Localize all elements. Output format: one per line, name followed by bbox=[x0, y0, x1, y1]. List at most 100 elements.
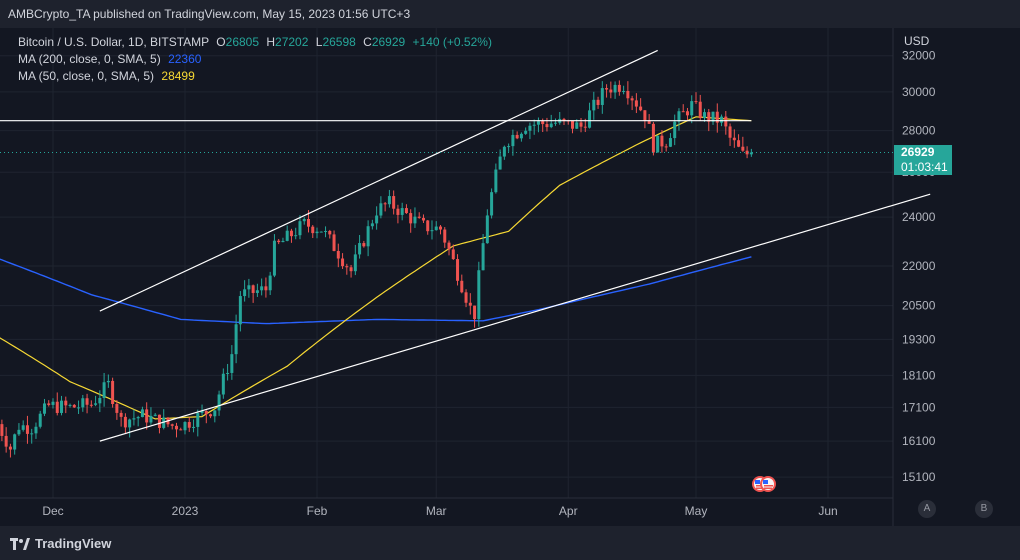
candle-body bbox=[464, 292, 468, 303]
y-tick-label: 22000 bbox=[902, 259, 936, 273]
candle-body bbox=[302, 219, 306, 222]
candle-body bbox=[468, 302, 472, 306]
candle-body bbox=[728, 126, 732, 138]
candle-body bbox=[200, 410, 204, 414]
footer-bar: TradingView bbox=[0, 526, 1020, 560]
candle-body bbox=[536, 121, 540, 125]
candle-body bbox=[596, 99, 600, 105]
symbol-name[interactable]: Bitcoin / U.S. Dollar, 1D, BITSTAMP bbox=[18, 35, 209, 49]
candle-body bbox=[456, 259, 460, 281]
candle-body bbox=[102, 382, 106, 398]
candle-body bbox=[157, 414, 161, 428]
candle-body bbox=[400, 208, 404, 215]
candle-body bbox=[17, 429, 21, 435]
auto-scale-button[interactable]: A bbox=[918, 500, 936, 518]
x-tick-label: Apr bbox=[559, 504, 578, 518]
candle-body bbox=[47, 403, 51, 405]
legend-ma200-row[interactable]: MA (200, close, 0, SMA, 5) 22360 bbox=[18, 51, 492, 68]
price-chart[interactable]: 3200030000280002600024000220002050019300… bbox=[0, 28, 1020, 526]
close-label: C bbox=[363, 35, 372, 49]
candle-body bbox=[707, 112, 711, 122]
candle-body bbox=[243, 289, 247, 297]
y-tick-label: 20500 bbox=[902, 299, 936, 313]
candle-body bbox=[698, 101, 702, 118]
candle-body bbox=[460, 280, 464, 293]
candle-body bbox=[404, 208, 408, 214]
candle-body bbox=[447, 242, 451, 250]
low-label: L bbox=[315, 35, 323, 49]
candle-body bbox=[434, 226, 438, 231]
y-tick-label: 18100 bbox=[902, 368, 936, 382]
currency-label[interactable]: USD bbox=[904, 34, 930, 48]
y-tick-label: 28000 bbox=[902, 124, 936, 138]
published-text: AMBCrypto_TA published on TradingView.co… bbox=[8, 7, 411, 21]
candle-body bbox=[64, 400, 68, 406]
candle-body bbox=[60, 400, 64, 413]
y-tick-label: 32000 bbox=[902, 49, 936, 63]
candle-body bbox=[251, 285, 255, 293]
candle-body bbox=[571, 120, 575, 129]
candle-body bbox=[545, 124, 549, 128]
candle-body bbox=[260, 286, 264, 291]
candle-body bbox=[209, 414, 213, 417]
candle-body bbox=[600, 88, 604, 105]
candle-body bbox=[664, 146, 668, 148]
candle-body bbox=[349, 267, 353, 272]
candle-body bbox=[541, 121, 545, 125]
candle-body bbox=[498, 156, 502, 170]
candle-body bbox=[55, 401, 59, 413]
x-tick-label: Mar bbox=[426, 504, 447, 518]
candle-body bbox=[187, 422, 191, 428]
candle-body bbox=[132, 418, 136, 420]
candle-body bbox=[532, 124, 536, 126]
last-price-tag: 26929 01:03:41 bbox=[894, 144, 952, 175]
ma200-label: MA (200, close, 0, SMA, 5) bbox=[18, 52, 161, 66]
candle-body bbox=[38, 413, 42, 427]
candle-body bbox=[179, 429, 183, 431]
candle-body bbox=[511, 134, 515, 147]
legend-ma50-row[interactable]: MA (50, close, 0, SMA, 5) 28499 bbox=[18, 68, 492, 85]
candle-body bbox=[362, 243, 366, 247]
candle-body bbox=[715, 111, 719, 123]
candle-body bbox=[30, 433, 34, 435]
candle-body bbox=[42, 403, 46, 414]
candle-body bbox=[281, 240, 285, 243]
candle-body bbox=[485, 215, 489, 244]
candle-body bbox=[115, 404, 119, 413]
candle-body bbox=[111, 380, 115, 405]
candle-body bbox=[213, 410, 217, 417]
x-tick-label: May bbox=[685, 504, 708, 518]
y-tick-label: 30000 bbox=[902, 85, 936, 99]
candle-body bbox=[128, 419, 132, 428]
candle-body bbox=[332, 234, 336, 251]
chart-area[interactable]: 3200030000280002600024000220002050019300… bbox=[0, 28, 1020, 526]
candle-body bbox=[4, 435, 8, 447]
candle-body bbox=[643, 110, 647, 121]
candle-body bbox=[685, 111, 689, 116]
x-tick-label: Feb bbox=[307, 504, 328, 518]
ma200-value: 22360 bbox=[168, 52, 202, 66]
candle-body bbox=[651, 123, 655, 153]
tradingview-logo[interactable]: TradingView bbox=[10, 536, 111, 551]
ma200-line bbox=[0, 256, 752, 325]
candle-body bbox=[89, 404, 93, 406]
candle-body bbox=[119, 412, 123, 417]
candle-body bbox=[255, 290, 259, 293]
candle-body bbox=[68, 404, 72, 406]
candle-body bbox=[439, 226, 442, 230]
candle-body bbox=[0, 424, 4, 436]
log-scale-button[interactable]: B bbox=[975, 500, 993, 518]
event-flags[interactable] bbox=[750, 474, 784, 499]
candle-body bbox=[426, 220, 430, 232]
candle-body bbox=[268, 275, 272, 291]
candle-body bbox=[136, 417, 140, 419]
candle-body bbox=[366, 226, 370, 247]
candle-body bbox=[579, 122, 583, 127]
us-flag-icon[interactable] bbox=[760, 476, 776, 492]
candle-body bbox=[630, 98, 634, 101]
candle-body bbox=[609, 89, 613, 93]
candle-body bbox=[451, 249, 455, 260]
candle-body bbox=[392, 196, 396, 209]
brand-name: TradingView bbox=[35, 536, 112, 551]
candle-body bbox=[515, 134, 519, 139]
